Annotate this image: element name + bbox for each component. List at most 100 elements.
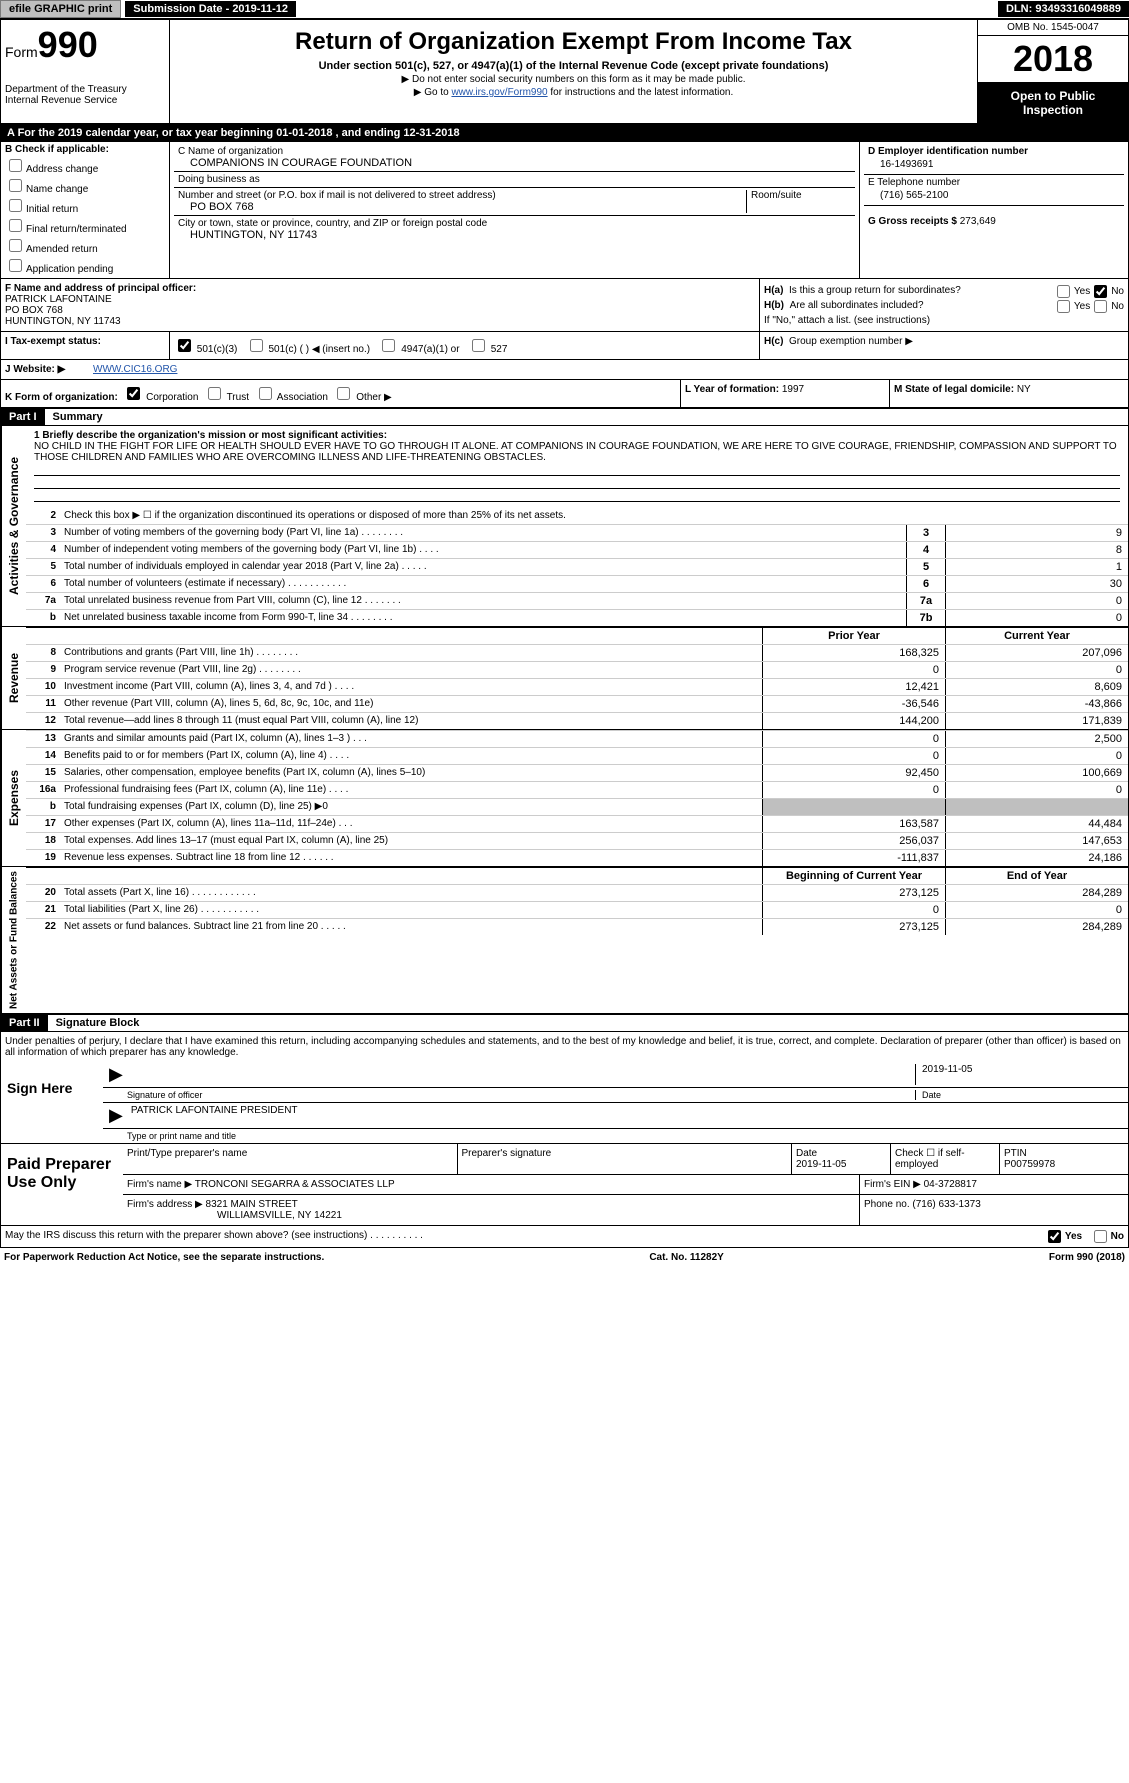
firm-phone: (716) 633-1373 (912, 1199, 980, 1210)
check-4947[interactable] (382, 339, 395, 352)
table-row: 15Salaries, other compensation, employee… (26, 764, 1128, 781)
firm-address-1: 8321 MAIN STREET (206, 1199, 298, 1210)
officer-name-title: PATRICK LAFONTAINE PRESIDENT (131, 1105, 1122, 1126)
table-row: 12Total revenue—add lines 8 through 11 (… (26, 712, 1128, 729)
check-address-change[interactable] (9, 159, 22, 172)
table-row: bNet unrelated business taxable income f… (26, 609, 1128, 626)
topbar: efile GRAPHIC print Submission Date - 20… (0, 0, 1129, 19)
table-row: 11Other revenue (Part VIII, column (A), … (26, 695, 1128, 712)
table-row: bTotal fundraising expenses (Part IX, co… (26, 798, 1128, 815)
arrow-icon: ▶ (109, 1105, 123, 1126)
department-label: Department of the Treasury Internal Reve… (5, 84, 165, 106)
line-1-mission: 1 Briefly describe the organization's mi… (26, 426, 1128, 508)
dln: DLN: 93493316049889 (998, 1, 1129, 17)
tax-year: 2018 (978, 36, 1128, 83)
sign-here-label: Sign Here (1, 1062, 103, 1143)
sections-bcd: B Check if applicable: Address change Na… (0, 142, 1129, 279)
irs-link[interactable]: www.irs.gov/Form990 (451, 87, 547, 98)
ein: 16-1493691 (868, 157, 1120, 172)
discuss-row: May the IRS discuss this return with the… (0, 1226, 1129, 1248)
sidebar-revenue: Revenue (1, 627, 26, 729)
table-row: 16aProfessional fundraising fees (Part I… (26, 781, 1128, 798)
omb-number: OMB No. 1545-0047 (978, 20, 1128, 36)
check-trust[interactable] (208, 387, 221, 400)
submission-date: Submission Date - 2019-11-12 (125, 1, 296, 17)
table-row: 22Net assets or fund balances. Subtract … (26, 918, 1128, 935)
table-row: 17Other expenses (Part IX, column (A), l… (26, 815, 1128, 832)
paid-preparer-label: Paid Preparer Use Only (1, 1144, 123, 1225)
check-initial-return[interactable] (9, 199, 22, 212)
gross-receipts: 273,649 (960, 216, 996, 227)
form-number: Form990 (5, 24, 165, 66)
check-501c[interactable] (250, 339, 263, 352)
form-header: Form990 Department of the Treasury Inter… (0, 19, 1129, 124)
efile-button[interactable]: efile GRAPHIC print (0, 0, 121, 18)
sidebar-governance: Activities & Governance (1, 426, 26, 626)
section-f: F Name and address of principal officer:… (1, 279, 760, 331)
table-row: 21Total liabilities (Part X, line 26) . … (26, 901, 1128, 918)
check-amended-return[interactable] (9, 239, 22, 252)
check-association[interactable] (259, 387, 272, 400)
city-state-zip: HUNTINGTON, NY 11743 (178, 229, 851, 241)
section-h: H(a) Is this a group return for subordin… (760, 279, 1128, 331)
activities-governance-block: Activities & Governance 1 Briefly descri… (0, 426, 1129, 627)
check-other[interactable] (337, 387, 350, 400)
table-row: 18Total expenses. Add lines 13–17 (must … (26, 832, 1128, 849)
discuss-no[interactable] (1094, 1230, 1107, 1243)
officer-name: PATRICK LAFONTAINE (5, 294, 755, 305)
table-row: 7aTotal unrelated business revenue from … (26, 592, 1128, 609)
table-row: 9Program service revenue (Part VIII, lin… (26, 661, 1128, 678)
line-2: Check this box ▶ ☐ if the organization d… (60, 508, 1128, 524)
table-row: 13Grants and similar amounts paid (Part … (26, 730, 1128, 747)
state-domicile: NY (1017, 384, 1031, 395)
col-beginning: Beginning of Current Year (762, 868, 945, 884)
form-subtitle: Under section 501(c), 527, or 4947(a)(1)… (174, 60, 973, 72)
firm-ein: 04-3728817 (924, 1179, 977, 1190)
expenses-block: Expenses 13Grants and similar amounts pa… (0, 730, 1129, 867)
check-application-pending[interactable] (9, 259, 22, 272)
discuss-yes[interactable] (1048, 1230, 1061, 1243)
section-b: B Check if applicable: Address change Na… (1, 142, 170, 278)
table-row: 5Total number of individuals employed in… (26, 558, 1128, 575)
table-row: 6Total number of volunteers (estimate if… (26, 575, 1128, 592)
sections-fh: F Name and address of principal officer:… (0, 279, 1129, 332)
open-public-badge: Open to Public Inspection (978, 83, 1128, 123)
table-row: 20Total assets (Part X, line 16) . . . .… (26, 884, 1128, 901)
website-link[interactable]: WWW.CIC16.ORG (93, 364, 177, 375)
table-row: 3Number of voting members of the governi… (26, 524, 1128, 541)
sidebar-expenses: Expenses (1, 730, 26, 866)
section-klm: K Form of organization: Corporation Trus… (0, 380, 1129, 408)
check-name-change[interactable] (9, 179, 22, 192)
table-row: 4Number of independent voting members of… (26, 541, 1128, 558)
signature-date: 2019-11-05 (915, 1064, 1122, 1085)
ptin: P00759978 (1004, 1159, 1055, 1170)
check-501c3[interactable] (178, 339, 191, 352)
section-j: J Website: ▶ WWW.CIC16.ORG (0, 360, 1129, 380)
org-name: COMPANIONS IN COURAGE FOUNDATION (178, 157, 851, 169)
section-i: I Tax-exempt status: 501(c)(3) 501(c) ( … (0, 332, 1129, 360)
form-title: Return of Organization Exempt From Incom… (174, 28, 973, 56)
ha-no[interactable] (1094, 285, 1107, 298)
table-row: 10Investment income (Part VIII, column (… (26, 678, 1128, 695)
section-d: D Employer identification number 16-1493… (859, 142, 1128, 278)
paid-preparer-block: Paid Preparer Use Only Print/Type prepar… (0, 1144, 1129, 1226)
hb-yes[interactable] (1057, 300, 1070, 313)
telephone: (716) 565-2100 (868, 188, 1120, 203)
firm-name: TRONCONI SEGARRA & ASSOCIATES LLP (195, 1179, 395, 1190)
part-1-header: Part I Summary (0, 408, 1129, 426)
room-suite: Room/suite (746, 190, 851, 213)
sidebar-net-assets: Net Assets or Fund Balances (1, 867, 26, 1013)
check-self-employed[interactable]: Check ☐ if self-employed (890, 1144, 999, 1174)
hb-no[interactable] (1094, 300, 1107, 313)
check-corporation[interactable] (127, 387, 140, 400)
preparer-date: 2019-11-05 (796, 1159, 846, 1170)
form-note-1: ▶ Do not enter social security numbers o… (174, 74, 973, 85)
table-row: 19Revenue less expenses. Subtract line 1… (26, 849, 1128, 866)
part-2-header: Part II Signature Block (0, 1014, 1129, 1032)
check-final-return[interactable] (9, 219, 22, 232)
ha-yes[interactable] (1057, 285, 1070, 298)
row-a-calendar: A For the 2019 calendar year, or tax yea… (0, 124, 1129, 142)
check-527[interactable] (472, 339, 485, 352)
firm-address-2: WILLIAMSVILLE, NY 14221 (217, 1210, 342, 1221)
form-note-2: ▶ Go to www.irs.gov/Form990 for instruct… (174, 87, 973, 98)
